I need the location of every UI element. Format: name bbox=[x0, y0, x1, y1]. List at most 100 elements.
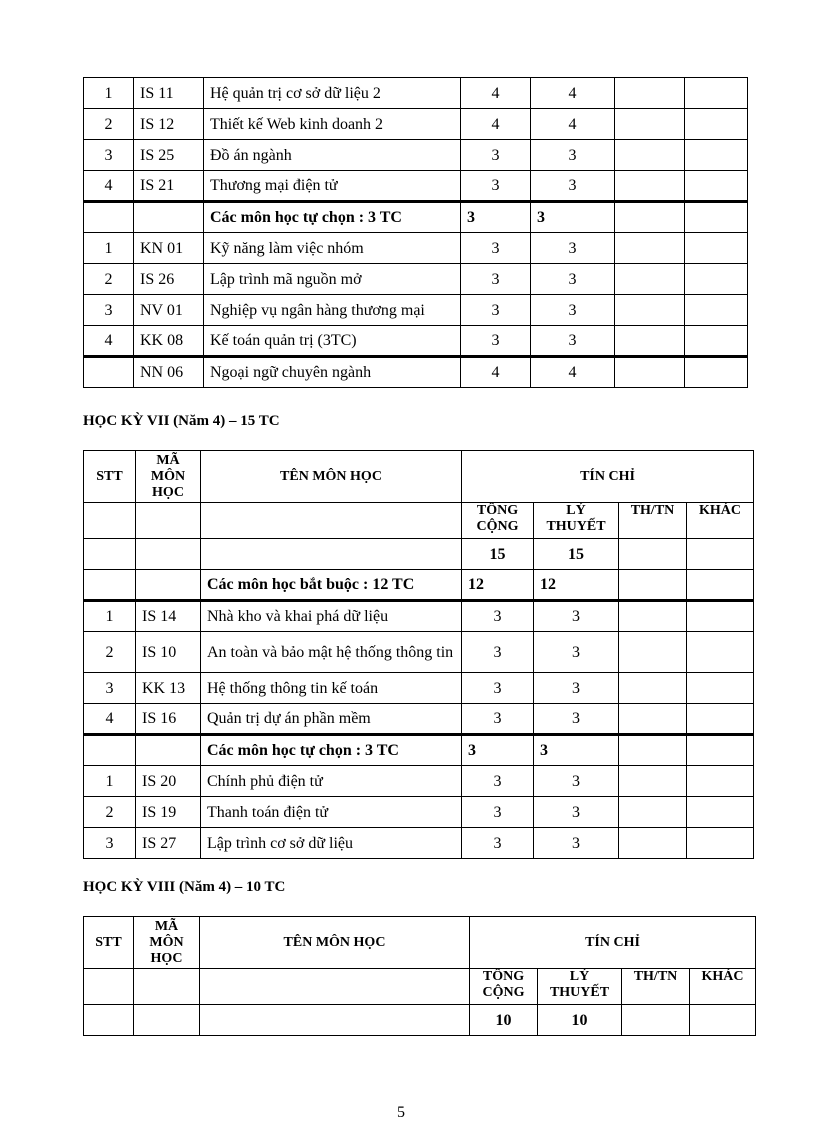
course-row: 2 IS 10 An toàn và bảo mật hệ thống thông … bbox=[83, 631, 755, 673]
empty-cell bbox=[199, 968, 470, 1005]
theory-credits-cell: 3 bbox=[530, 200, 615, 233]
course-code-cell: IS 12 bbox=[133, 108, 204, 140]
course-name-cell: Lập trình mã nguồn mở bbox=[203, 263, 461, 295]
theory-credits-cell: 3 bbox=[533, 765, 619, 797]
practice-credits-cell bbox=[618, 672, 687, 704]
other-credits-cell bbox=[684, 200, 748, 233]
theory-credits-cell: 3 bbox=[533, 827, 619, 859]
theory-credits-cell: 3 bbox=[533, 796, 619, 828]
theory-credits-cell: 3 bbox=[533, 599, 619, 632]
total-credits-cell: 3 bbox=[460, 294, 531, 326]
header-practice: TH/TN bbox=[618, 502, 687, 539]
theory-credits-cell: 3 bbox=[530, 139, 615, 171]
practice-credits-cell bbox=[614, 325, 685, 357]
empty-cell bbox=[83, 502, 136, 539]
empty-cell bbox=[200, 538, 462, 570]
other-credits-cell bbox=[685, 672, 755, 704]
practice-credits-cell bbox=[618, 569, 687, 601]
total-credits-cell: 3 bbox=[461, 827, 534, 859]
stt-cell: 1 bbox=[83, 599, 136, 632]
stt-cell: 3 bbox=[83, 139, 134, 171]
theory-credits-cell: 4 bbox=[530, 108, 615, 140]
course-code-cell bbox=[135, 733, 201, 766]
course-name-cell: Ngoại ngữ chuyên ngành bbox=[203, 355, 461, 388]
practice-credits-cell bbox=[618, 733, 687, 766]
semester-8-heading: HỌC KỲ VIII (Năm 4) – 10 TC bbox=[83, 879, 286, 895]
empty-cell bbox=[621, 1004, 690, 1036]
stt-cell: 2 bbox=[83, 631, 136, 673]
header-row: STT MÃ MÔN HỌC TÊN MÔN HỌC TÍN CHỈ bbox=[83, 450, 755, 503]
semester-8-table: STT MÃ MÔN HỌC TÊN MÔN HỌC TÍN CHỈ TỔNG CỘNG… bbox=[83, 916, 757, 1036]
header-stt: STT bbox=[83, 450, 136, 503]
sum-total: 10 bbox=[469, 1004, 538, 1036]
semester-7-heading: HỌC KỲ VII (Năm 4) – 15 TC bbox=[83, 413, 280, 429]
total-credits-cell: 3 bbox=[460, 325, 531, 357]
course-code-cell bbox=[133, 200, 204, 233]
theory-credits-cell: 12 bbox=[533, 569, 619, 601]
other-credits-cell bbox=[685, 765, 755, 797]
header-course-name: TÊN MÔN HỌC bbox=[200, 450, 462, 503]
course-code-cell: IS 26 bbox=[133, 263, 204, 295]
practice-credits-cell bbox=[614, 170, 685, 202]
course-row: 1 KN 01 Kỹ năng làm việc nhóm 3 3 bbox=[83, 232, 748, 264]
empty-cell bbox=[133, 1004, 200, 1036]
total-credits-cell: 3 bbox=[461, 733, 534, 766]
theory-credits-cell: 3 bbox=[530, 325, 615, 357]
theory-credits-cell: 3 bbox=[533, 672, 619, 704]
empty-cell bbox=[83, 1004, 134, 1036]
course-code-cell: IS 27 bbox=[135, 827, 201, 859]
course-name-cell: Quản trị dự án phần mềm bbox=[200, 703, 462, 735]
course-row: 2 IS 26 Lập trình mã nguồn mở 3 3 bbox=[83, 263, 748, 295]
stt-cell: 3 bbox=[83, 294, 134, 326]
course-code-cell: IS 19 bbox=[135, 796, 201, 828]
semester-7-table: STT MÃ MÔN HỌC TÊN MÔN HỌC TÍN CHỈ TỔNG CỘNG… bbox=[83, 450, 755, 859]
empty-cell bbox=[135, 538, 201, 570]
practice-credits-cell bbox=[614, 77, 685, 109]
other-credits-cell bbox=[684, 325, 748, 357]
total-credits-cell: 3 bbox=[461, 796, 534, 828]
stt-cell: 3 bbox=[83, 827, 136, 859]
course-row: 3 IS 25 Đồ án ngành 3 3 bbox=[83, 139, 748, 171]
empty-cell bbox=[688, 1004, 757, 1036]
course-name-cell: Hệ quản trị cơ sở dữ liệu 2 bbox=[203, 77, 461, 109]
course-code-cell: IS 11 bbox=[133, 77, 204, 109]
course-row: 4 KK 08 Kế toán quản trị (3TC) 3 3 bbox=[83, 325, 748, 357]
course-code-cell: NV 01 bbox=[133, 294, 204, 326]
stt-cell bbox=[83, 200, 134, 233]
practice-credits-cell bbox=[614, 139, 685, 171]
practice-credits-cell bbox=[618, 765, 687, 797]
course-code-cell: IS 10 bbox=[135, 631, 201, 673]
other-credits-cell bbox=[685, 827, 755, 859]
course-code-cell: IS 21 bbox=[133, 170, 204, 202]
sum-theory: 15 bbox=[533, 538, 619, 570]
header-credits: TÍN CHỈ bbox=[468, 916, 757, 969]
course-row: 2 IS 19 Thanh toán điện tử 3 3 bbox=[83, 796, 755, 828]
other-credits-cell bbox=[685, 703, 755, 735]
theory-credits-cell: 3 bbox=[533, 703, 619, 735]
course-name-cell: Thanh toán điện tử bbox=[200, 796, 462, 828]
course-row: NN 06 Ngoại ngữ chuyên ngành 4 4 bbox=[83, 355, 748, 388]
theory-credits-cell: 4 bbox=[530, 355, 615, 388]
sum-row: 10 10 bbox=[83, 1004, 757, 1036]
practice-credits-cell bbox=[618, 631, 687, 673]
theory-credits-cell: 4 bbox=[530, 77, 615, 109]
other-credits-cell bbox=[684, 263, 748, 295]
course-name-cell: Các môn học bắt buộc : 12 TC bbox=[200, 569, 462, 601]
other-credits-cell bbox=[685, 599, 755, 632]
course-name-cell: Chính phủ điện tử bbox=[200, 765, 462, 797]
empty-cell bbox=[83, 538, 136, 570]
total-credits-cell: 3 bbox=[460, 139, 531, 171]
page-number: 5 bbox=[397, 1104, 405, 1121]
practice-credits-cell bbox=[618, 599, 687, 632]
header-other: KHÁC bbox=[685, 502, 755, 539]
course-name-cell: Thiết kế Web kinh doanh 2 bbox=[203, 108, 461, 140]
stt-cell: 1 bbox=[83, 232, 134, 264]
course-code-cell: KN 01 bbox=[133, 232, 204, 264]
theory-credits-cell: 3 bbox=[530, 170, 615, 202]
course-name-cell: Các môn học tự chọn : 3 TC bbox=[200, 733, 462, 766]
course-code-cell: IS 14 bbox=[135, 599, 201, 632]
total-credits-cell: 3 bbox=[461, 672, 534, 704]
course-code-cell: KK 13 bbox=[135, 672, 201, 704]
course-row: 1 IS 20 Chính phủ điện tử 3 3 bbox=[83, 765, 755, 797]
